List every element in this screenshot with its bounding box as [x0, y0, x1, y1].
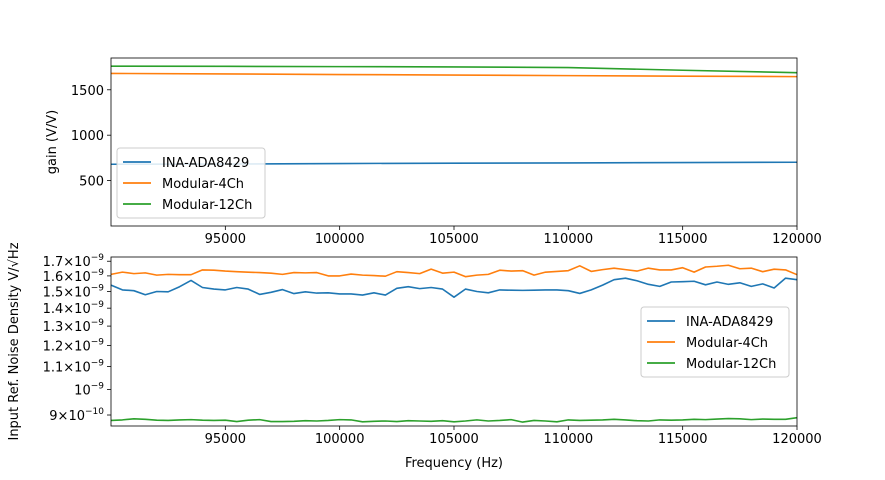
y-tick-label: 1.6×10−9: [43, 268, 105, 285]
x-tick-label: 110000: [544, 232, 594, 247]
legend-label: Modular-12Ch: [162, 198, 252, 213]
x-tick-label: 105000: [429, 432, 479, 447]
y-tick-label: 1.5×10−9: [43, 283, 105, 300]
noise-y-axis-label: Input Ref. Noise Density V/√Hz: [7, 242, 22, 440]
x-tick-label: 115000: [658, 432, 708, 447]
legend-label: Modular-4Ch: [686, 336, 768, 351]
x-tick-label: 95000: [205, 432, 246, 447]
x-tick-label: 105000: [429, 232, 479, 247]
gain-y-axis-label: gain (V/V): [45, 110, 60, 175]
noise-x-axis-label: Frequency (Hz): [405, 456, 503, 471]
y-tick-label: 10−9: [74, 382, 104, 399]
series-line-modular-12ch: [110, 65, 798, 74]
series-line-modular-4ch: [110, 72, 798, 78]
legend-label: INA-ADA8429: [686, 315, 773, 330]
y-tick-label: 1500: [71, 84, 104, 99]
x-tick-label: 115000: [658, 232, 708, 247]
series-line-modular-12ch: [110, 416, 798, 423]
x-tick-label: 95000: [205, 232, 246, 247]
legend-box: [640, 306, 790, 378]
y-tick-label: 9×10−10: [49, 407, 104, 424]
noise-density-chart: 95000 100000 105000 110000 115000 120000 9×10…: [7, 242, 822, 471]
legend-label: Modular-12Ch: [686, 357, 776, 372]
y-tick-label: 1.7×10−9: [43, 253, 105, 270]
gain-chart: 95000 100000 105000 110000 115000 120000 500 1…: [45, 57, 822, 247]
series-line-ina-ada8429: [110, 277, 798, 299]
x-tick-label: 120000: [772, 232, 822, 247]
series-line-modular-4ch: [110, 264, 798, 278]
y-tick-label: 1.1×10−9: [43, 358, 105, 375]
y-tick-label: 1000: [71, 129, 104, 144]
y-tick-label: 1.4×10−9: [43, 300, 105, 317]
y-tick-label: 500: [79, 175, 104, 190]
x-tick-label: 100000: [315, 232, 365, 247]
legend-label: INA-ADA8429: [162, 156, 249, 171]
legend-box: [116, 147, 266, 219]
legend-label: Modular-4Ch: [162, 177, 244, 192]
y-tick-label: 1.2×10−9: [43, 337, 105, 354]
x-tick-label: 110000: [544, 432, 594, 447]
x-tick-label: 100000: [315, 432, 365, 447]
y-tick-label: 1.3×10−9: [43, 318, 105, 335]
x-tick-label: 120000: [772, 432, 822, 447]
